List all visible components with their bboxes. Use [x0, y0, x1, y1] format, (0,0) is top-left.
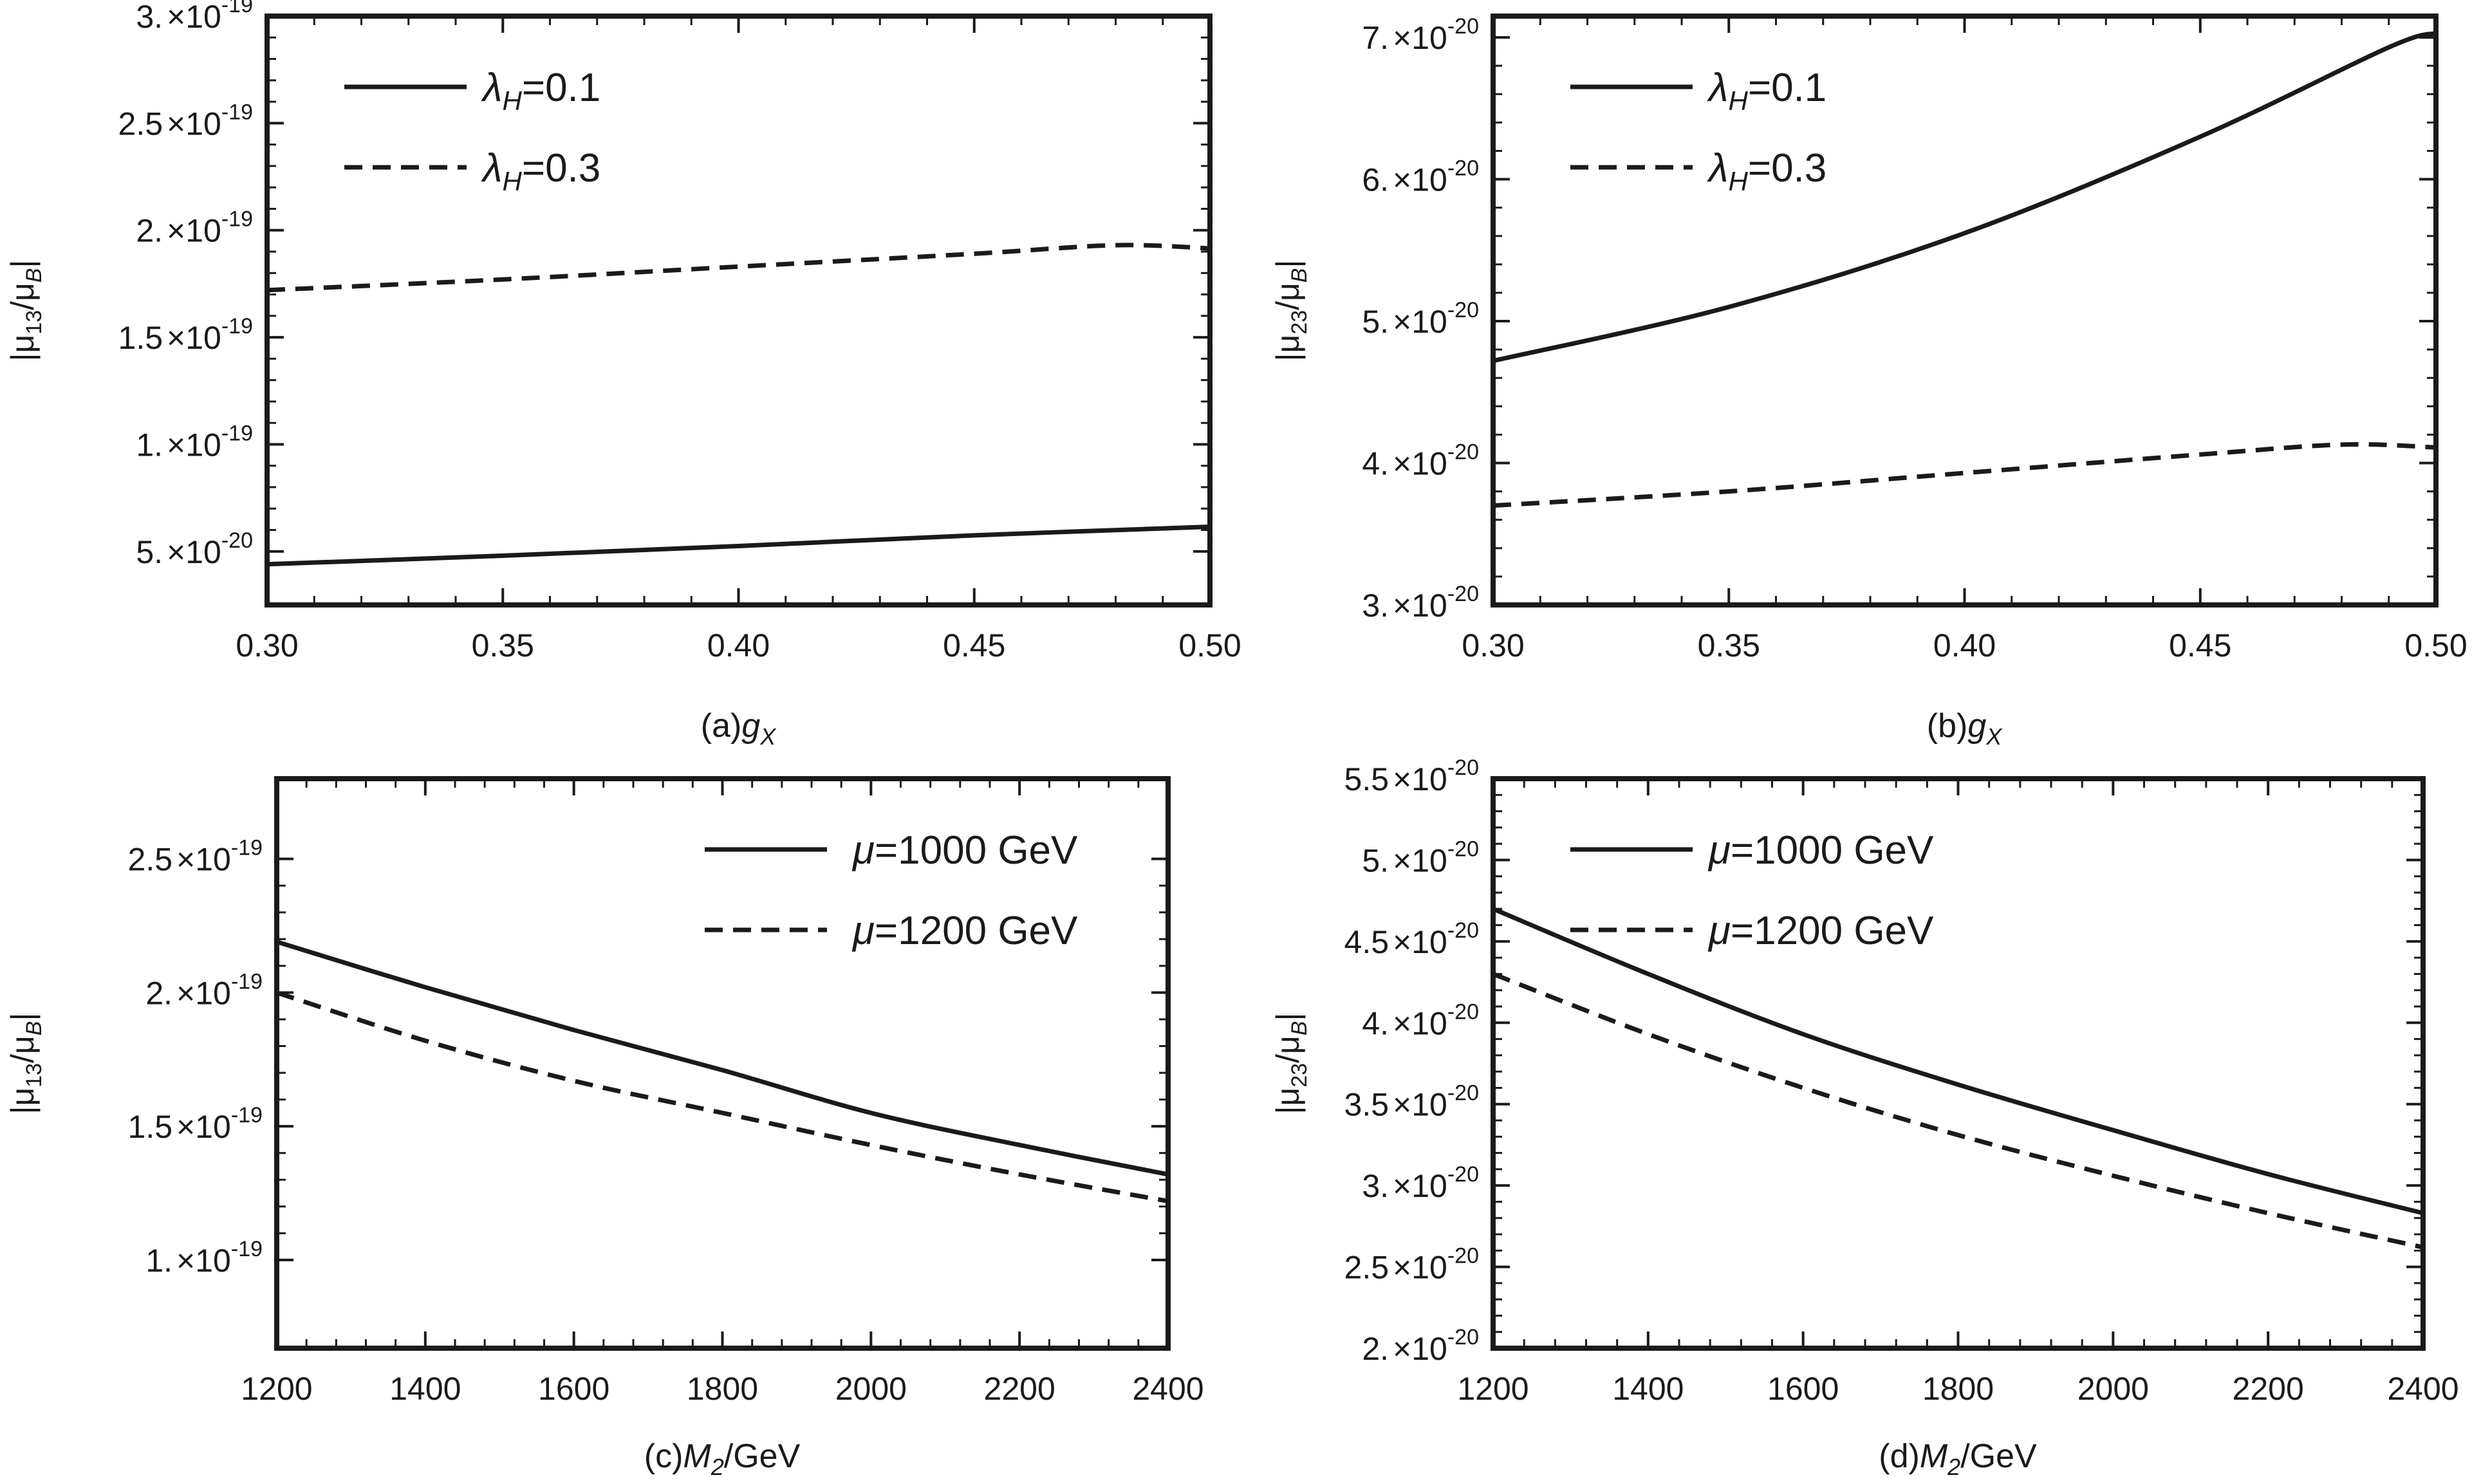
x-tick-label: 1600 [1767, 1371, 1839, 1407]
x-tick-label: 1400 [1612, 1371, 1684, 1407]
y-tick-label: 3. ×10-19 [136, 0, 253, 35]
y-axis-label: |μ13/μB| [5, 1012, 46, 1114]
x-tick-label: 1200 [1457, 1371, 1529, 1407]
x-tick-label: 1400 [389, 1371, 461, 1407]
y-axis-label: |μ23/μB| [1270, 1012, 1312, 1114]
x-tick-label: 0.45 [2169, 627, 2231, 663]
plot-frame [265, 14, 1213, 608]
y-axis-label: |μ23/μB| [1270, 259, 1312, 361]
series-group [1492, 31, 2437, 508]
chart-panel-d: 1200 1400 1600 1800 2000 2200 2400 2. ×10-20 2.5 ×… [1270, 756, 2459, 1480]
series-line-dashed [1492, 441, 2437, 508]
y-tick-label: 4.5 ×10-20 [1344, 918, 1479, 960]
panel-caption: (c)M2/GeV [644, 1438, 801, 1480]
x-tick-label: 2400 [1132, 1371, 1203, 1407]
legend-label: λH=0.3 [481, 146, 600, 196]
series-line-solid [1492, 31, 2437, 364]
x-tick-label: 0.50 [1178, 627, 1241, 663]
series-group [1492, 907, 2424, 1250]
x-axis: 0.30 0.35 0.40 0.45 0.50 [236, 16, 1241, 663]
y-tick-label: 6. ×10-20 [1362, 156, 1479, 198]
x-tick-label: 1800 [687, 1371, 758, 1407]
plot-frame [1491, 776, 2426, 1351]
legend: λH=0.1 λH=0.3 [1570, 66, 1826, 196]
y-axis: 5. ×10-20 1. ×10-19 1.5 ×10-19 2. ×10-19 2.5 ×10-… [118, 0, 1210, 570]
y-tick-label: 2.5 ×10-20 [1344, 1244, 1479, 1286]
x-axis: 1200 1400 1600 1800 2000 2200 2400 [1457, 779, 2459, 1407]
y-tick-label: 3. ×10-20 [1362, 582, 1479, 624]
y-tick-label: 1. ×10-19 [136, 421, 253, 463]
chart-panel-b: 0.30 0.35 0.40 0.45 0.50 3. ×10-20 4. ×10-20 5. ×1… [1270, 14, 2467, 750]
x-tick-label: 1200 [241, 1371, 312, 1407]
y-axis: 1. ×10-19 1.5 ×10-19 2. ×10-19 2.5 ×10-19 [128, 836, 1168, 1279]
legend-label: μ=1200 GeV [851, 909, 1078, 953]
y-tick-label: 2. ×10-20 [1362, 1325, 1479, 1367]
x-tick-label: 0.40 [707, 627, 770, 663]
series-line-solid [275, 940, 1169, 1177]
x-tick-label: 0.40 [1933, 627, 1996, 663]
chart-panel-a: 0.30 0.35 0.40 0.45 0.50 5. ×10-20 1. ×10-19 1.5 ×… [5, 0, 1241, 750]
chart-panel-c: 1200 1400 1600 1800 2000 2200 2400 1. ×10-19 1.5 ×… [5, 776, 1204, 1480]
y-tick-label: 2.5 ×10-19 [128, 836, 263, 878]
y-axis: 3. ×10-20 4. ×10-20 5. ×10-20 6. ×10-20 7. ×10-20 [1362, 14, 2436, 624]
legend-label: μ=1200 GeV [1707, 909, 1934, 953]
series-line-dashed [275, 990, 1169, 1203]
legend-label: λH=0.1 [481, 66, 600, 116]
series-line-dashed [266, 243, 1211, 293]
panel-caption: (d)M2/GeV [1879, 1438, 2037, 1480]
legend: μ=1000 GeV μ=1200 GeV [705, 828, 1078, 953]
x-tick-label: 1600 [538, 1371, 609, 1407]
x-tick-label: 2200 [2233, 1371, 2304, 1407]
y-tick-label: 7. ×10-20 [1362, 14, 1479, 56]
x-tick-label: 0.50 [2404, 627, 2467, 663]
plot-frame [1491, 14, 2439, 608]
y-tick-label: 3.5 ×10-20 [1344, 1081, 1479, 1123]
legend-label: μ=1000 GeV [1707, 828, 1934, 873]
x-tick-label: 2400 [2387, 1371, 2458, 1407]
y-tick-label: 2.5 ×10-19 [118, 100, 253, 142]
y-tick-label: 4. ×10-20 [1362, 999, 1479, 1041]
x-tick-label: 0.45 [943, 627, 1005, 663]
legend-label: μ=1000 GeV [851, 828, 1078, 873]
legend-label: λH=0.1 [1707, 66, 1826, 116]
y-axis: 2. ×10-20 2.5 ×10-20 3. ×10-20 3.5 ×10-20 4. ×10-… [1344, 756, 2423, 1367]
y-tick-label: 5. ×10-20 [1362, 298, 1479, 340]
x-tick-label: 2000 [835, 1371, 907, 1407]
x-axis: 1200 1400 1600 1800 2000 2200 2400 [241, 779, 1204, 1407]
x-tick-label: 2000 [2077, 1371, 2149, 1407]
y-tick-label: 2. ×10-19 [145, 969, 263, 1011]
y-tick-label: 5.5 ×10-20 [1344, 756, 1479, 797]
y-tick-label: 5. ×10-20 [136, 528, 253, 570]
legend: λH=0.1 λH=0.3 [344, 66, 600, 196]
series-line-solid [1492, 907, 2424, 1216]
legend-label: λH=0.3 [1707, 146, 1826, 196]
x-tick-label: 0.35 [472, 627, 534, 663]
y-tick-label: 2. ×10-19 [136, 207, 253, 249]
x-tick-label: 0.35 [1698, 627, 1760, 663]
y-tick-label: 5. ×10-20 [1362, 837, 1479, 878]
panel-caption: (b)gX [1927, 707, 2003, 750]
x-tick-label: 0.30 [236, 627, 298, 663]
x-tick-label: 0.30 [1462, 627, 1524, 663]
y-tick-label: 1.5 ×10-19 [118, 314, 253, 356]
y-tick-label: 1.5 ×10-19 [128, 1103, 263, 1145]
panel-caption: (a)gX [701, 707, 777, 750]
y-tick-label: 1. ×10-19 [145, 1237, 263, 1279]
x-tick-label: 1800 [1922, 1371, 1994, 1407]
x-axis: 0.30 0.35 0.40 0.45 0.50 [1462, 16, 2467, 663]
y-tick-label: 3. ×10-20 [1362, 1162, 1479, 1204]
x-tick-label: 2200 [984, 1371, 1055, 1407]
y-axis-label: |μ13/μB| [5, 259, 46, 361]
series-group [266, 243, 1211, 567]
series-group [275, 940, 1169, 1203]
series-line-dashed [1492, 972, 2424, 1250]
legend: μ=1000 GeV μ=1200 GeV [1570, 828, 1934, 953]
series-line-solid [266, 524, 1211, 567]
y-tick-label: 4. ×10-20 [1362, 440, 1479, 482]
